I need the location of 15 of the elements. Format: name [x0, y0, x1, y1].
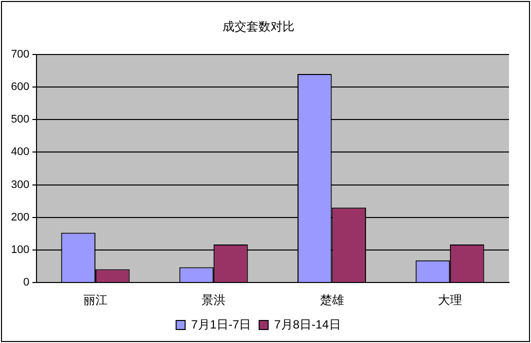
- y-tick-label: 0: [23, 276, 30, 289]
- y-tick-label: 600: [10, 81, 30, 94]
- y-tick-label: 200: [10, 211, 30, 224]
- chart-title: 成交套数对比: [222, 20, 294, 34]
- y-tick-label: 100: [10, 244, 30, 256]
- legend-label: 7月8日-14日: [274, 317, 341, 332]
- y-tick-label: 500: [10, 114, 30, 126]
- legend-label: 7月1日-7日: [191, 317, 252, 332]
- y-tick-label: 300: [10, 178, 30, 191]
- x-tick-label: 丽江: [83, 293, 108, 308]
- y-tick-label: 400: [10, 146, 30, 158]
- x-tick-label: 大理: [438, 293, 462, 308]
- y-tick-label: 700: [10, 48, 30, 60]
- x-tick-label: 楚雄: [320, 293, 344, 308]
- x-tick-label: 景洪: [202, 293, 226, 308]
